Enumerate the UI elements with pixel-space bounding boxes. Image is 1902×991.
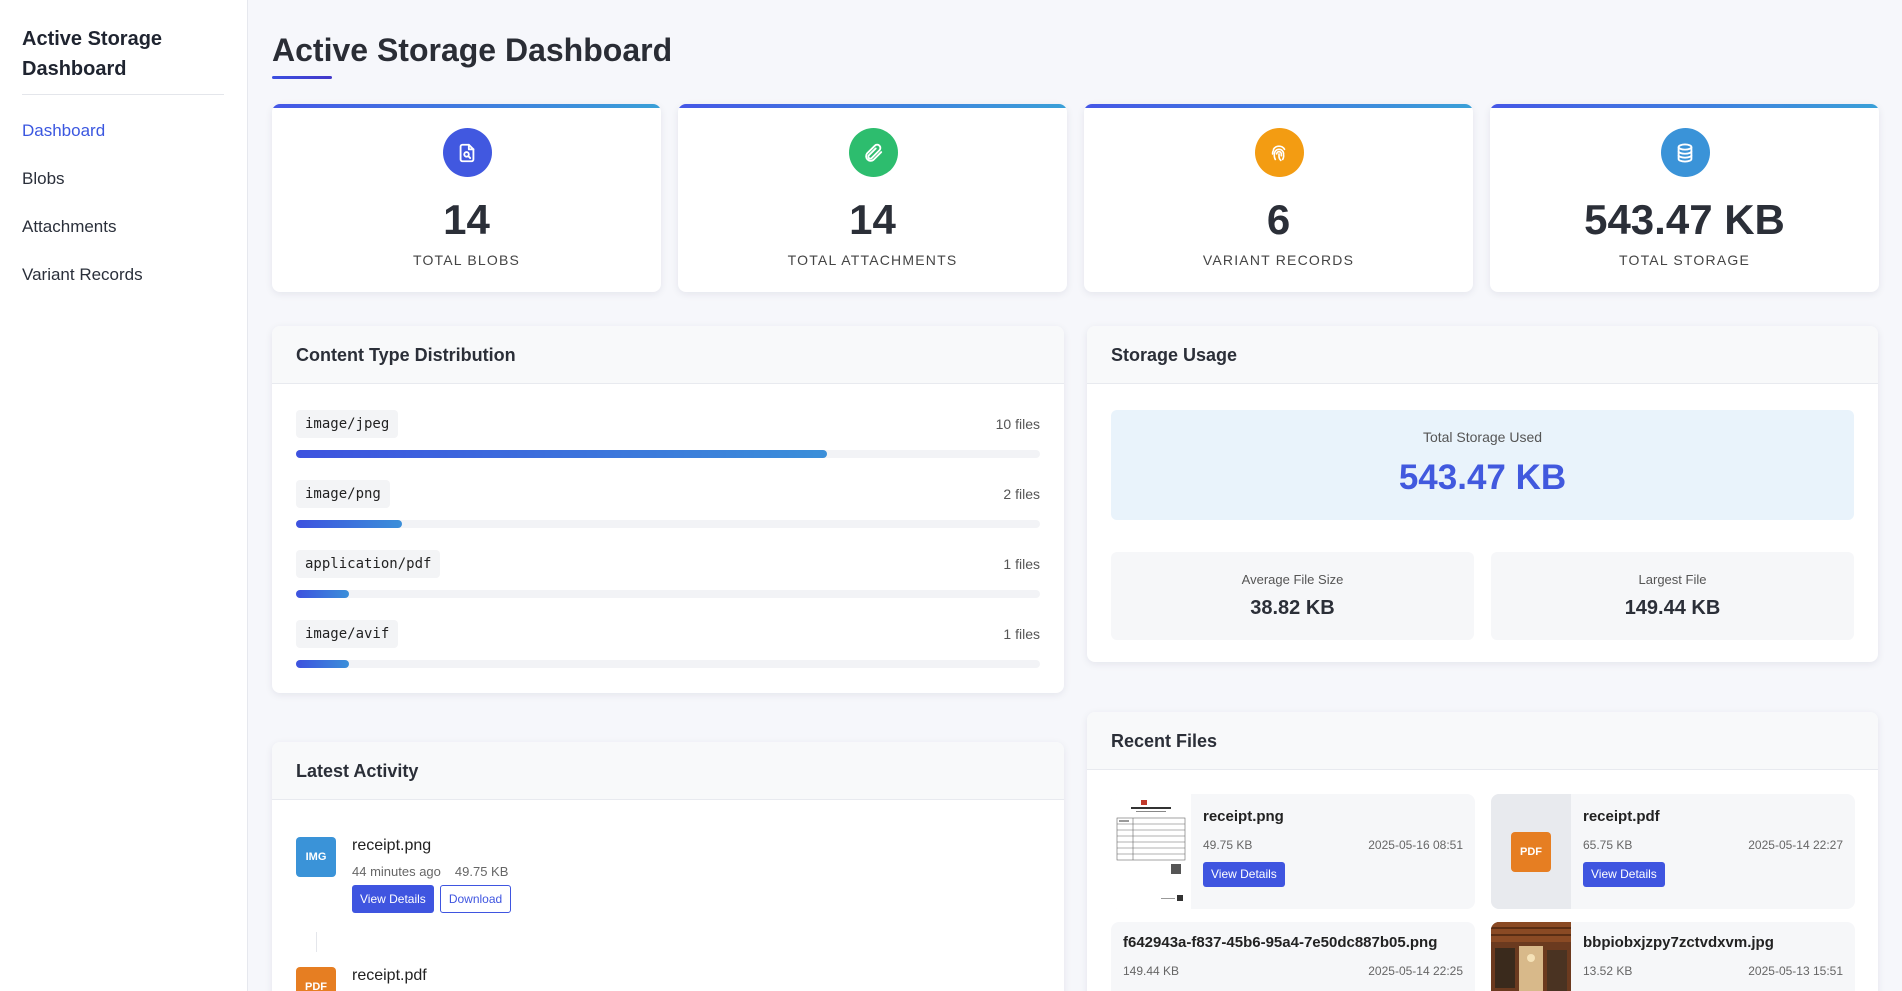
content-type-count: 1 files [1003,556,1040,572]
main-content: Active Storage Dashboard 14 TOTAL BLOBS … [272,0,1882,991]
stat-label: TOTAL BLOBS [412,252,521,268]
content-type-tag: image/png [296,480,390,508]
recent-files-panel: Recent Files [1087,712,1878,991]
progress-fill [296,590,349,598]
total-storage-label: Total Storage Used [1422,429,1543,445]
progress-track [296,520,1040,528]
activity-actions: View Details Download [352,885,512,913]
pdf-thumbnail: PDF [1491,794,1571,909]
sidebar-item-blobs[interactable]: Blobs [22,169,65,188]
restaurant-photo-thumbnail [1491,922,1571,991]
stat-value: 6 [1266,196,1291,243]
stat-label: VARIANT RECORDS [1202,252,1355,268]
sidebar-title: Active Storage Dashboard [22,24,224,95]
recent-file-size: 149.44 KB [1123,964,1180,978]
sidebar: Active Storage Dashboard Dashboard Blobs… [0,0,248,991]
activity-meta: 44 minutes ago 49.75 KB [352,864,508,879]
recent-file-date: 2025-05-13 15:51 [1748,964,1843,978]
recent-file-card[interactable]: f642943a-f837-45b6-95a4-7e50dc887b05.png… [1111,922,1475,991]
largest-file-box: Largest File 149.44 KB [1491,552,1854,640]
recent-file-size: 65.75 KB [1583,838,1633,852]
total-storage-box: Total Storage Used 543.47 KB [1111,410,1854,520]
stat-value: 14 [849,196,896,243]
panel-title: Content Type Distribution [272,326,1064,384]
progress-track [296,660,1040,668]
sidebar-item-attachments[interactable]: Attachments [22,217,117,236]
recent-file-date: 2025-05-14 22:25 [1368,964,1463,978]
stat-card-total-attachments: 14 TOTAL ATTACHMENTS [678,104,1067,292]
content-type-count: 1 files [1003,626,1040,642]
recent-file-name: receipt.png [1203,808,1284,825]
recent-file-name: bbpiobxjzpy7zctvdxvm.jpg [1583,934,1774,951]
stat-card-total-storage: 543.47 KB TOTAL STORAGE [1490,104,1879,292]
activity-file-name: receipt.png [352,837,432,854]
database-icon [1660,128,1710,177]
content-type-panel: Content Type Distribution image/jpeg 10 … [272,326,1064,693]
image-file-icon: IMG [296,837,336,877]
recent-file-card[interactable]: receipt.png 49.75 KB 2025-05-16 08:51 Vi… [1111,794,1475,909]
average-file-size-box: Average File Size 38.82 KB [1111,552,1474,640]
fingerprint-icon [1254,128,1304,177]
progress-track [296,590,1040,598]
average-file-size-label: Average File Size [1241,572,1344,587]
timeline-connector [316,932,317,952]
recent-file-card[interactable]: bbpiobxjzpy7zctvdxvm.jpg 13.52 KB 2025-0… [1491,922,1855,991]
progress-track [296,450,1040,458]
progress-fill [296,450,828,458]
largest-file-label: Largest File [1638,572,1707,587]
activity-time: 44 minutes ago [352,864,441,879]
average-file-size-value: 38.82 KB [1250,597,1335,619]
view-details-button[interactable]: View Details [1203,862,1285,887]
total-storage-value: 543.47 KB [1398,458,1567,497]
pdf-file-icon: PDF [1511,831,1551,872]
view-details-button[interactable]: View Details [352,885,434,913]
title-underline [272,76,332,79]
recent-file-date: 2025-05-14 22:27 [1748,838,1843,852]
content-type-row: image/jpeg 10 files [296,410,1040,470]
content-type-count: 2 files [1003,486,1040,502]
pdf-file-icon: PDF [296,967,336,991]
recent-file-size: 49.75 KB [1203,838,1253,852]
stat-value: 543.47 KB [1584,196,1785,243]
stat-label: TOTAL ATTACHMENTS [787,252,958,268]
paperclip-icon [848,128,898,177]
sidebar-item-variant-records[interactable]: Variant Records [22,265,143,284]
recent-file-date: 2025-05-16 08:51 [1368,838,1463,852]
storage-usage-panel: Storage Usage Total Storage Used 543.47 … [1087,326,1878,662]
progress-fill [296,520,403,528]
panel-title: Storage Usage [1087,326,1878,384]
content-type-tag: image/jpeg [296,410,399,438]
activity-file-name: receipt.pdf [352,967,427,984]
panel-title: Latest Activity [272,742,1064,800]
stat-card-total-blobs: 14 TOTAL BLOBS [272,104,661,292]
content-type-row: application/pdf 1 files [296,550,1040,610]
receipt-thumbnail [1111,794,1191,909]
file-search-icon [442,128,492,177]
recent-file-size: 13.52 KB [1583,964,1633,978]
recent-file-name: receipt.pdf [1583,808,1660,825]
page-title: Active Storage Dashboard [272,32,673,68]
activity-size: 49.75 KB [454,864,509,879]
download-button[interactable]: Download [439,885,512,913]
stat-label: TOTAL STORAGE [1619,252,1750,268]
stat-card-variant-records: 6 VARIANT RECORDS [1084,104,1473,292]
recent-file-card[interactable]: PDF receipt.pdf 65.75 KB 2025-05-14 22:2… [1491,794,1855,909]
panel-title: Recent Files [1087,712,1878,770]
content-type-row: image/png 2 files [296,480,1040,540]
largest-file-value: 149.44 KB [1624,597,1721,619]
sidebar-nav: Dashboard Blobs Attachments Variant Reco… [22,121,225,285]
sidebar-item-dashboard[interactable]: Dashboard [22,121,106,140]
content-type-row: image/avif 1 files [296,620,1040,680]
recent-file-name: f642943a-f837-45b6-95a4-7e50dc887b05.png [1123,934,1438,951]
stat-value: 14 [443,196,490,243]
latest-activity-panel: Latest Activity IMG receipt.png 44 minut… [272,742,1064,991]
content-type-count: 10 files [995,416,1040,432]
view-details-button[interactable]: View Details [1583,862,1665,887]
progress-fill [296,660,349,668]
content-type-tag: application/pdf [296,550,441,578]
content-type-tag: image/avif [296,620,399,648]
